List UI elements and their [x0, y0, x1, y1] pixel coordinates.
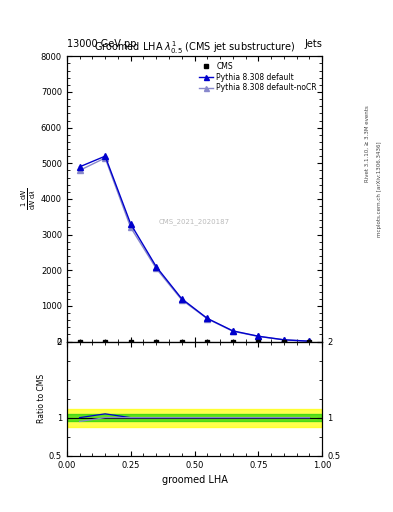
Y-axis label: Ratio to CMS: Ratio to CMS — [37, 374, 46, 423]
CMS — [307, 338, 312, 345]
Legend: CMS, Pythia 8.308 default, Pythia 8.308 default-noCR: CMS, Pythia 8.308 default, Pythia 8.308 … — [198, 60, 318, 94]
Pythia 8.308 default-noCR — [205, 316, 210, 322]
Text: Rivet 3.1.10, ≥ 3.3M events: Rivet 3.1.10, ≥ 3.3M events — [365, 105, 370, 182]
Pythia 8.308 default-noCR — [307, 338, 312, 344]
Line: Pythia 8.308 default-noCR: Pythia 8.308 default-noCR — [77, 155, 312, 344]
Pythia 8.308 default-noCR — [179, 297, 184, 303]
Pythia 8.308 default-noCR — [129, 224, 133, 230]
Pythia 8.308 default — [281, 337, 286, 343]
Text: CMS_2021_2020187: CMS_2021_2020187 — [159, 219, 230, 225]
Text: 13000 GeV pp: 13000 GeV pp — [67, 38, 136, 49]
Pythia 8.308 default — [129, 221, 133, 227]
Pythia 8.308 default-noCR — [154, 265, 158, 271]
Title: Groomed LHA $\lambda^{1}_{0.5}$ (CMS jet substructure): Groomed LHA $\lambda^{1}_{0.5}$ (CMS jet… — [94, 39, 295, 56]
X-axis label: groomed LHA: groomed LHA — [162, 475, 228, 485]
Text: Jets: Jets — [305, 38, 322, 49]
Pythia 8.308 default — [77, 164, 82, 170]
Pythia 8.308 default-noCR — [256, 333, 261, 339]
CMS — [230, 338, 235, 345]
Text: mcplots.cern.ch [arXiv:1306.3436]: mcplots.cern.ch [arXiv:1306.3436] — [377, 142, 382, 237]
CMS — [205, 338, 210, 345]
Pythia 8.308 default — [154, 264, 158, 270]
CMS — [77, 338, 82, 345]
Pythia 8.308 default-noCR — [103, 155, 108, 161]
Bar — [67, 409, 322, 427]
CMS — [154, 338, 158, 345]
CMS — [281, 338, 286, 345]
Pythia 8.308 default — [103, 153, 108, 159]
Line: Pythia 8.308 default: Pythia 8.308 default — [77, 154, 312, 344]
Pythia 8.308 default-noCR — [77, 167, 82, 174]
Bar — [67, 414, 322, 421]
Pythia 8.308 default — [179, 296, 184, 302]
Line: CMS: CMS — [77, 339, 312, 344]
Pythia 8.308 default — [307, 338, 312, 344]
Pythia 8.308 default-noCR — [281, 337, 286, 343]
CMS — [103, 338, 108, 345]
Pythia 8.308 default-noCR — [230, 328, 235, 334]
CMS — [179, 338, 184, 345]
Pythia 8.308 default — [230, 328, 235, 334]
CMS — [256, 338, 261, 345]
Pythia 8.308 default — [205, 315, 210, 322]
Pythia 8.308 default — [256, 333, 261, 339]
CMS — [129, 338, 133, 345]
Y-axis label: $\frac{1}{\mathregular{d}N}\frac{\mathregular{d}N}{\mathregular{d}\lambda}$: $\frac{1}{\mathregular{d}N}\frac{\mathre… — [20, 188, 38, 210]
